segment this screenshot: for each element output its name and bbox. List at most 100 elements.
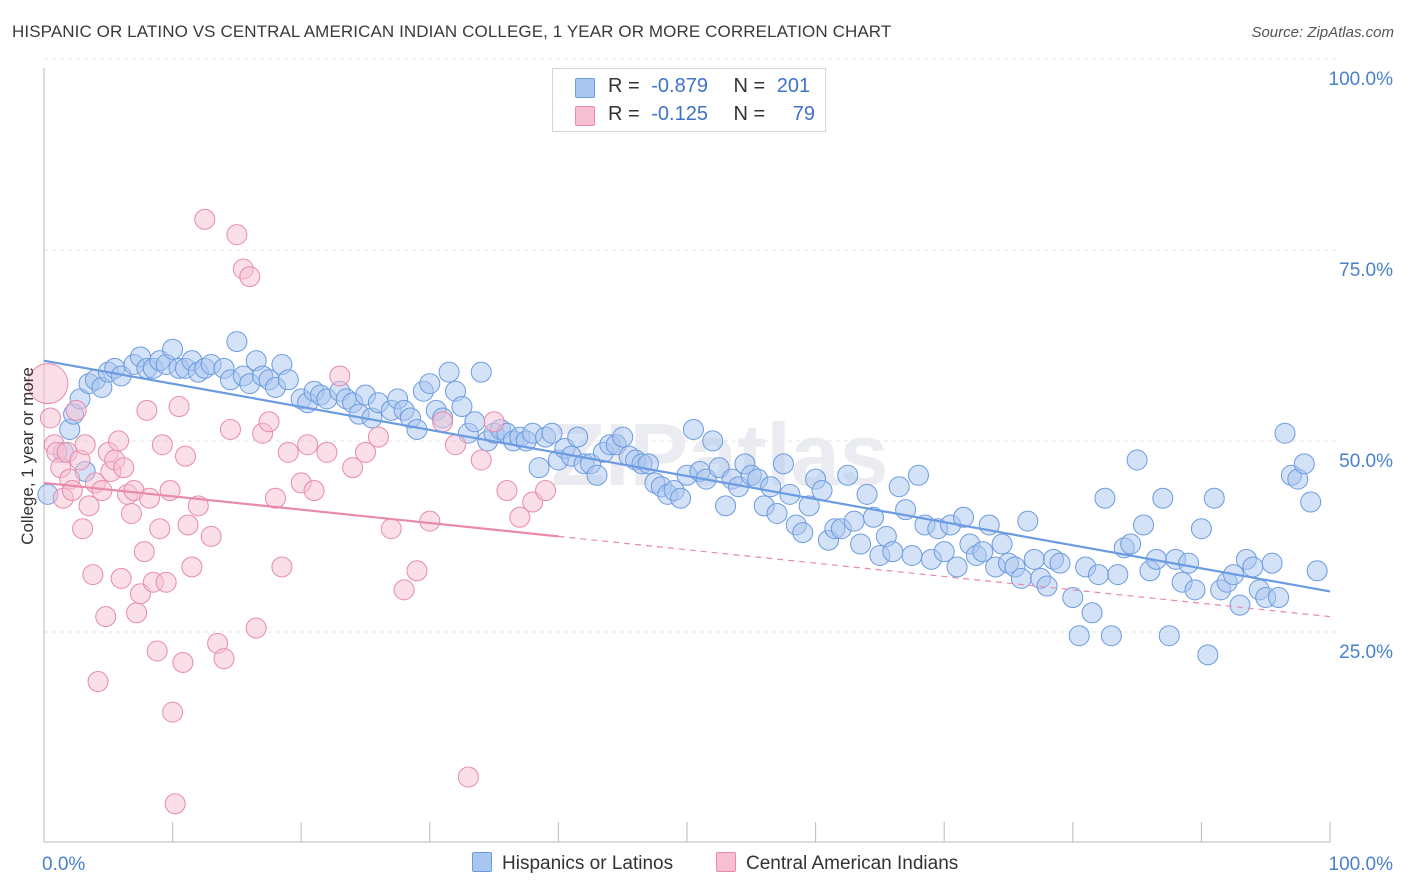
y-tick-label: 50.0% xyxy=(1339,451,1393,472)
data-point xyxy=(483,411,505,433)
y-tick-label: 75.0% xyxy=(1339,260,1393,281)
data-point xyxy=(670,487,692,509)
data-point xyxy=(277,441,299,463)
data-point xyxy=(108,430,130,452)
data-point xyxy=(1036,575,1058,597)
chart-title: HISPANIC OR LATINO VS CENTRAL AMERICAN I… xyxy=(12,22,892,41)
data-point xyxy=(162,338,184,360)
data-point xyxy=(496,480,518,502)
trend-line xyxy=(43,481,559,538)
data-point xyxy=(149,518,171,540)
n-label: N = xyxy=(733,75,766,97)
data-point xyxy=(1126,449,1148,471)
data-point xyxy=(380,518,402,540)
source-credit: Source: ZipAtlas.com xyxy=(1251,24,1394,41)
data-point xyxy=(168,396,190,418)
r-value: -0.879 xyxy=(651,75,708,97)
data-point xyxy=(155,571,177,593)
data-point xyxy=(946,556,968,578)
x-tick-label: 100.0% xyxy=(1329,854,1394,875)
data-point xyxy=(541,422,563,444)
data-point xyxy=(419,373,441,395)
data-point xyxy=(535,480,557,502)
data-point xyxy=(226,331,248,353)
data-point xyxy=(133,541,155,563)
data-point xyxy=(72,518,94,540)
data-point xyxy=(933,541,955,563)
data-point xyxy=(120,502,142,524)
data-point xyxy=(792,522,814,544)
data-point xyxy=(1133,514,1155,536)
data-point xyxy=(837,464,859,486)
r-label: R = xyxy=(608,75,640,97)
data-point xyxy=(194,208,216,230)
data-point xyxy=(342,457,364,479)
legend-label: Central American Indians xyxy=(746,853,959,874)
data-point xyxy=(586,464,608,486)
data-point xyxy=(74,434,96,456)
data-point xyxy=(464,411,486,433)
data-point xyxy=(87,671,109,693)
data-point xyxy=(316,441,338,463)
data-point xyxy=(888,476,910,498)
data-point xyxy=(78,495,100,517)
data-point xyxy=(470,361,492,383)
data-point xyxy=(1300,491,1322,513)
data-point xyxy=(682,418,704,440)
data-point xyxy=(1184,579,1206,601)
legend-swatch-pink xyxy=(716,852,736,872)
data-point xyxy=(528,457,550,479)
x-tick-label: 0.0% xyxy=(42,854,85,875)
data-point xyxy=(1274,422,1296,444)
r-label: R = xyxy=(608,103,640,125)
data-point xyxy=(393,579,415,601)
data-point xyxy=(226,224,248,246)
data-point xyxy=(39,407,61,429)
data-point xyxy=(952,506,974,528)
data-point xyxy=(1229,594,1251,616)
data-point xyxy=(715,495,737,517)
data-point xyxy=(406,560,428,582)
data-point xyxy=(1178,552,1200,574)
data-point xyxy=(509,506,531,528)
data-point xyxy=(162,701,184,723)
data-point xyxy=(1293,453,1315,475)
data-point xyxy=(110,567,132,589)
data-point xyxy=(862,506,884,528)
data-point xyxy=(277,369,299,391)
trend-lines xyxy=(43,359,1331,618)
data-point xyxy=(219,418,241,440)
data-point xyxy=(1107,564,1129,586)
data-point xyxy=(367,426,389,448)
data-point xyxy=(457,766,479,788)
legend-label: Hispanics or Latinos xyxy=(502,853,674,874)
y-axis-label: College, 1 year or more xyxy=(18,367,37,545)
data-point xyxy=(432,411,454,433)
data-point xyxy=(187,495,209,517)
data-point xyxy=(213,648,235,670)
data-point xyxy=(907,464,929,486)
data-point xyxy=(470,449,492,471)
data-point xyxy=(1081,602,1103,624)
data-point xyxy=(82,564,104,586)
data-point xyxy=(174,445,196,467)
data-point xyxy=(239,266,261,288)
data-point xyxy=(27,363,69,405)
data-point xyxy=(772,453,794,475)
stats-legend: R = -0.879 N = 201 R = -0.125 N = 79 xyxy=(552,68,826,132)
data-point xyxy=(271,556,293,578)
data-point xyxy=(991,533,1013,555)
axes xyxy=(43,68,1331,843)
data-point xyxy=(882,541,904,563)
data-point xyxy=(1049,552,1071,574)
data-point xyxy=(355,441,376,463)
data-point xyxy=(1158,625,1180,647)
legend-item-central-american-indians: Central American Indians xyxy=(716,852,958,875)
data-point xyxy=(567,426,589,448)
data-point xyxy=(177,514,199,536)
tick-labels: 25.0% 50.0% 75.0% 100.0% 0.0% 100.0% xyxy=(42,69,1393,875)
data-point xyxy=(972,541,994,563)
data-point xyxy=(1306,560,1328,582)
data-point xyxy=(1068,625,1090,647)
data-point xyxy=(245,617,267,639)
